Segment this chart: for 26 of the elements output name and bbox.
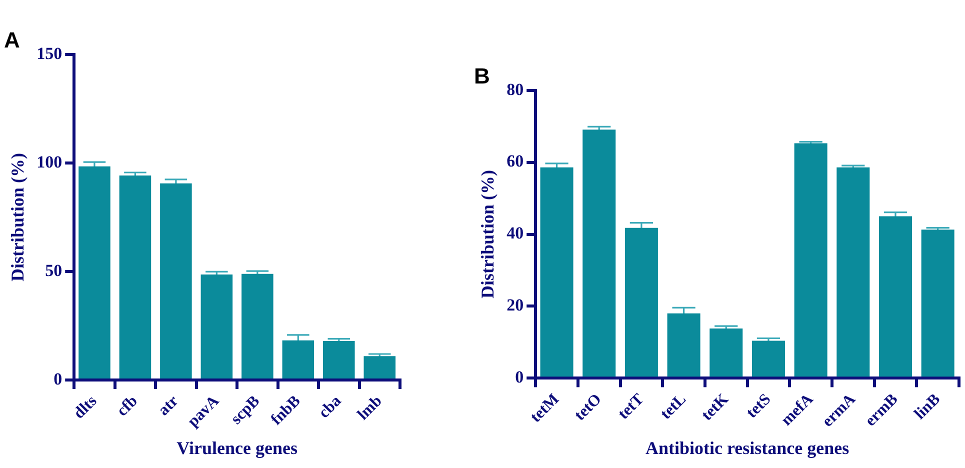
y-axis-title: Distribution (%): [477, 170, 498, 299]
y-tick-label: 60: [506, 152, 524, 171]
y-tick-label: 50: [45, 260, 62, 280]
x-tick-label: tetL: [657, 390, 690, 423]
x-tick-label: dlts: [70, 392, 100, 422]
y-tick-label: 150: [36, 44, 62, 63]
x-axis-title: Virulence genes: [176, 438, 298, 458]
y-tick-label: 100: [36, 152, 62, 172]
chart-title: B: [474, 63, 490, 88]
x-tick-label: tetS: [743, 390, 774, 422]
y-axis-title: Distribution (%): [7, 152, 28, 282]
y-tick-label: 40: [506, 224, 524, 243]
x-tick-label: linB: [911, 390, 944, 423]
x-tick-label: cfb: [114, 392, 142, 420]
chart-title: A: [4, 27, 20, 52]
y-tick-label: 20: [506, 296, 524, 315]
x-tick-label: tetT: [615, 390, 648, 423]
x-axis-title: Antibiotic resistance genes: [645, 438, 850, 458]
y-tick-label: 80: [506, 80, 524, 99]
x-tick-label: tetK: [698, 390, 732, 424]
y-tick-label: 0: [515, 368, 524, 387]
x-tick-label: cba: [316, 392, 345, 422]
x-tick-label: tetO: [571, 390, 605, 424]
x-tick-label: lmb: [354, 392, 386, 424]
x-tick-label: atr: [155, 392, 182, 420]
y-tick-label: 0: [54, 369, 62, 388]
